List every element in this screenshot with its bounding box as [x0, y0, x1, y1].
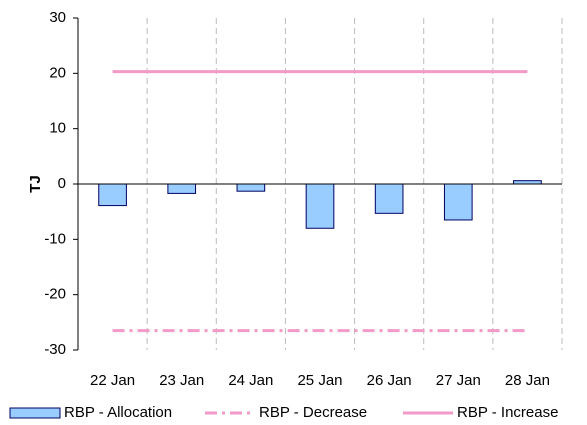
y-axis-label: TJ	[27, 175, 44, 193]
legend-swatch	[9, 407, 61, 419]
x-tick-label: 28 Jan	[505, 372, 550, 389]
x-tick-label: 22 Jan	[90, 372, 135, 389]
y-tick-label: -20	[44, 286, 66, 303]
x-tick-label: 25 Jan	[297, 372, 342, 389]
bar	[443, 183, 473, 221]
y-tick-label: -30	[44, 341, 66, 358]
y-tick-label: 20	[49, 64, 66, 81]
x-tick-label: 26 Jan	[367, 372, 412, 389]
bar	[305, 183, 335, 229]
y-tick-label: -10	[44, 230, 66, 247]
x-tick-label: 24 Jan	[228, 372, 273, 389]
bar	[374, 183, 404, 214]
bar	[236, 183, 266, 192]
legend-label: RBP - Decrease	[259, 404, 367, 421]
x-tick-label: 27 Jan	[436, 372, 481, 389]
x-tick-label: 23 Jan	[159, 372, 204, 389]
bar	[167, 183, 197, 194]
y-tick-label: 10	[49, 120, 66, 137]
bar	[98, 183, 127, 207]
y-tick-label: 30	[49, 9, 66, 26]
legend-label: RBP - Increase	[457, 404, 558, 421]
y-tick-label: 0	[58, 175, 66, 192]
legend-label: RBP - Allocation	[64, 404, 172, 421]
